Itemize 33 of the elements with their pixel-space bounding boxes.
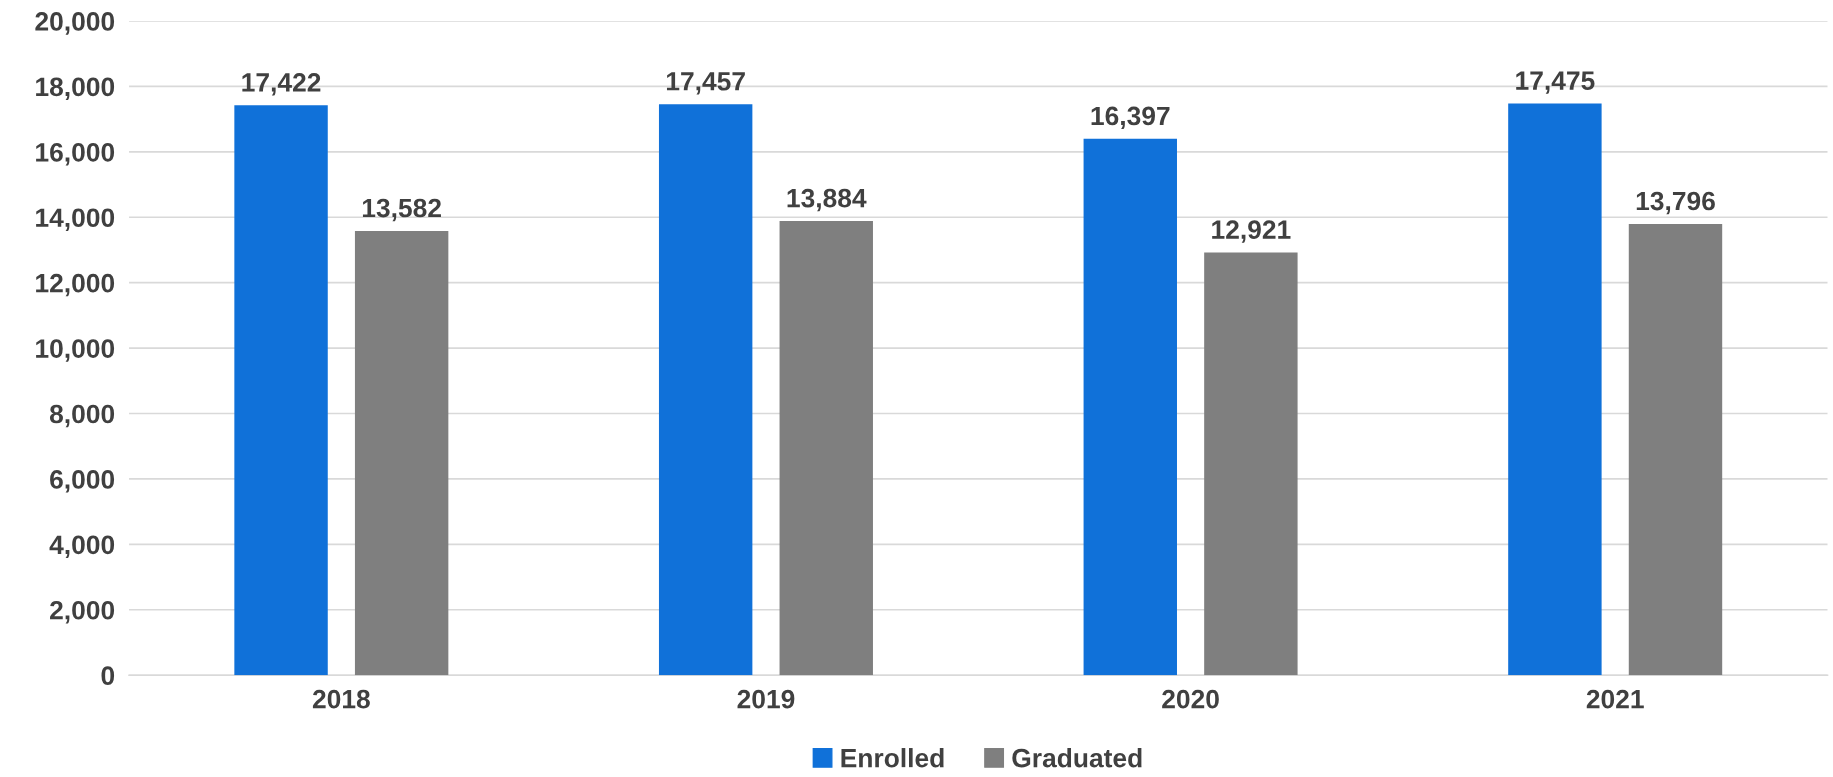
y-tick-label: 10,000 <box>36 339 115 362</box>
bar <box>1628 223 1723 676</box>
legend-label: Graduated <box>1012 748 1142 768</box>
text: 17,422 <box>242 73 321 96</box>
y-tick-label: 4,000 <box>49 535 115 559</box>
y-tick-label: 8,000 <box>49 404 115 428</box>
y-tick-label: 0 <box>101 666 115 686</box>
text: 17,457 <box>666 72 745 95</box>
legend-label: Enrolled <box>841 748 944 768</box>
y-tick-label: 20,000 <box>35 12 115 35</box>
bar <box>779 221 873 676</box>
x-tick-label: 2019 <box>737 689 795 709</box>
text: 16,397 <box>1091 106 1170 130</box>
y-tick-label: 2,000 <box>50 600 115 624</box>
text: 12,921 <box>1212 220 1291 243</box>
y-tick-label: 16,000 <box>36 142 115 166</box>
x-tick-label: 2018 <box>312 689 370 709</box>
text: 13,796 <box>1636 191 1715 215</box>
y-tick-label: 6,000 <box>50 470 115 493</box>
y-tick-label: 12,000 <box>36 273 115 297</box>
bar <box>1083 138 1177 676</box>
y-tick-label: 18,000 <box>36 77 115 101</box>
text: 13,582 <box>362 198 441 222</box>
bar <box>1508 103 1602 676</box>
bar <box>234 105 328 676</box>
bar <box>1204 252 1298 676</box>
y-tick-label: 14,000 <box>36 208 115 231</box>
bar <box>658 104 753 676</box>
x-tick-label: 2020 <box>1162 689 1219 709</box>
bar <box>354 230 449 676</box>
text: 17,475 <box>1516 71 1595 94</box>
x-tick-label: 2021 <box>1586 689 1644 709</box>
text: 13,884 <box>787 188 867 212</box>
